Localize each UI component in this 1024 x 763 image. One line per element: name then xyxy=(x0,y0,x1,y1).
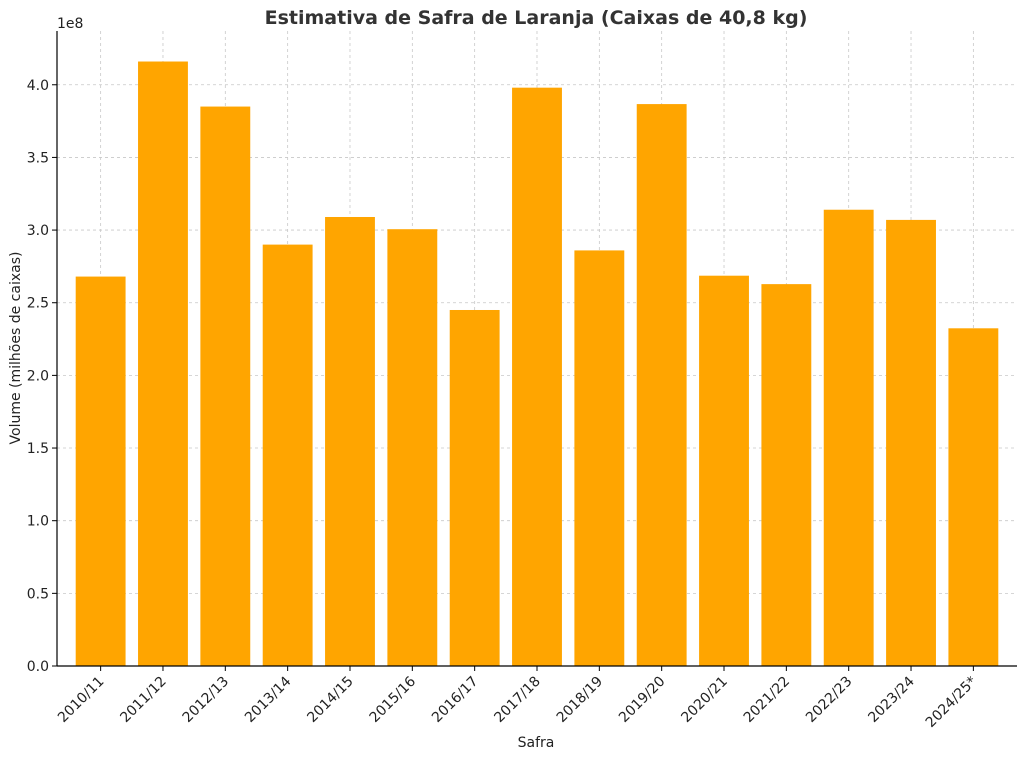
bar-2012-13 xyxy=(200,106,251,666)
bar-2018-19 xyxy=(574,250,625,666)
x-ticks: 2010/11 2011/12 2012/13 2013/14 2014/15 2015/… xyxy=(55,666,980,731)
bar-2010-11 xyxy=(75,276,126,666)
x-tick-label: 2019/20 xyxy=(616,674,668,726)
x-tick-label: 2020/21 xyxy=(678,674,730,726)
y-axis-offset-label: 1e8 xyxy=(57,16,83,32)
y-tick-label: 2.5 xyxy=(27,296,49,312)
y-ticks: 0.0 0.5 1.0 1.5 2.0 2.5 3.0 3.5 4.0 xyxy=(27,78,57,675)
bar-2013-14 xyxy=(262,244,313,666)
y-tick-label: 2.0 xyxy=(27,368,49,384)
x-tick-label: 2013/14 xyxy=(242,673,295,726)
bar-2011-12 xyxy=(138,61,188,666)
bar-2014-15 xyxy=(325,216,375,666)
bar-2022-23 xyxy=(823,209,874,666)
y-axis-label: Volume (milhões de caixas) xyxy=(8,252,24,445)
y-tick-label: 3.0 xyxy=(27,223,49,239)
chart-title: Estimativa de Safra de Laranja (Caixas d… xyxy=(265,7,808,29)
x-tick-label: 2023/24 xyxy=(865,673,918,726)
y-tick-label: 3.5 xyxy=(27,150,49,166)
y-tick-label: 0.0 xyxy=(27,659,49,675)
bar-2024-25- xyxy=(948,328,999,666)
x-tick-label: 2012/13 xyxy=(180,674,232,726)
y-tick-label: 1.0 xyxy=(27,514,49,530)
bars xyxy=(75,61,999,667)
bar-2020-21 xyxy=(699,275,749,666)
bar-2016-17 xyxy=(449,309,500,666)
y-tick-label: 4.0 xyxy=(27,78,49,94)
x-axis-label: Safra xyxy=(518,735,555,751)
x-tick-label: 2011/12 xyxy=(117,674,169,726)
x-tick-label: 2024/25* xyxy=(923,674,980,731)
x-tick-label: 2021/22 xyxy=(741,674,793,726)
bar-2019-20 xyxy=(636,104,687,666)
bar-2017-18 xyxy=(512,87,562,667)
x-tick-label: 2017/18 xyxy=(491,674,543,726)
x-tick-label: 2014/15 xyxy=(304,674,356,726)
x-tick-label: 2018/19 xyxy=(554,674,606,726)
y-tick-label: 1.5 xyxy=(27,441,49,457)
y-tick-label: 0.5 xyxy=(27,586,49,602)
bar-2021-22 xyxy=(761,284,812,666)
x-tick-label: 2016/17 xyxy=(429,674,481,726)
bar-2015-16 xyxy=(387,229,438,667)
x-tick-label: 2010/11 xyxy=(55,674,107,726)
bar-2023-24 xyxy=(886,219,936,666)
x-tick-label: 2015/16 xyxy=(367,673,420,726)
x-tick-label: 2022/23 xyxy=(803,674,855,726)
